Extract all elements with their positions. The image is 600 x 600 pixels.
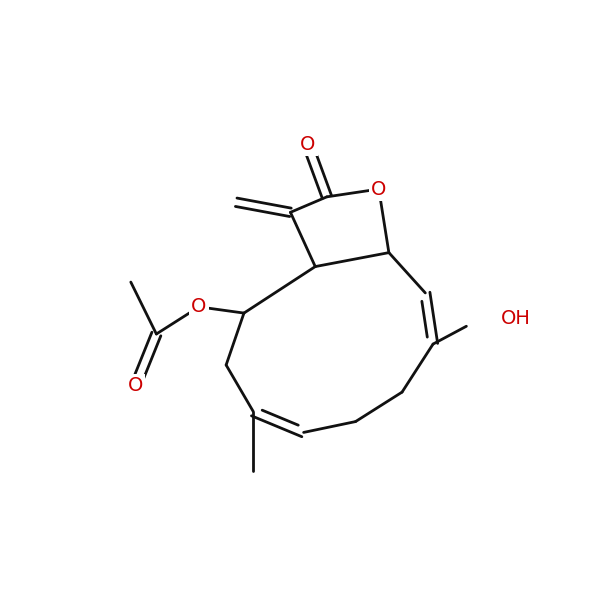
Text: O: O [191, 298, 206, 316]
Text: O: O [371, 179, 386, 199]
Text: OH: OH [501, 309, 531, 328]
Text: O: O [300, 134, 315, 154]
Text: O: O [128, 376, 143, 395]
